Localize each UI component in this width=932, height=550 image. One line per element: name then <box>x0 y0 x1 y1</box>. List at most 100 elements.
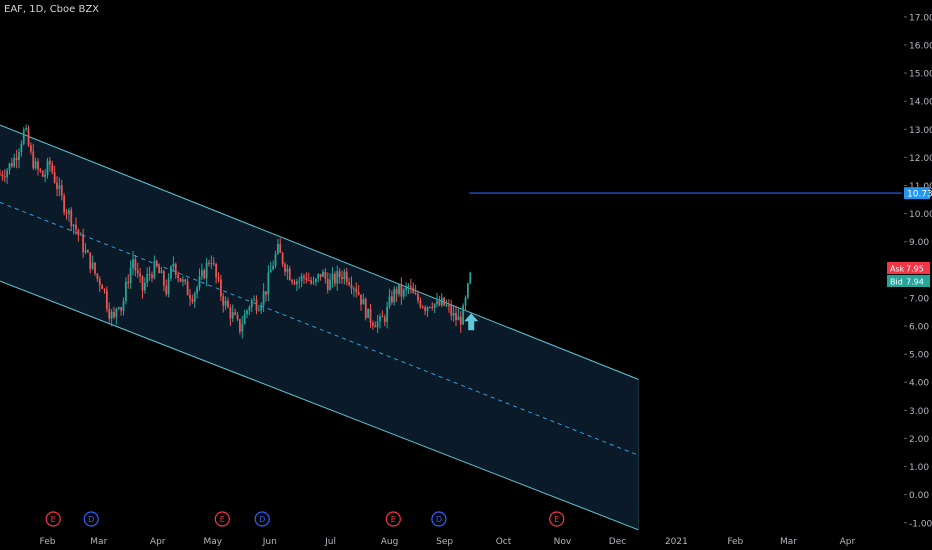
candle-body <box>158 266 161 274</box>
candle-body <box>13 157 16 167</box>
candle-body <box>193 293 196 302</box>
candle-body <box>436 301 438 304</box>
candle-body <box>276 244 279 254</box>
candle-body <box>179 278 182 282</box>
candle-body <box>44 174 47 177</box>
candle-body <box>338 271 341 278</box>
candle-body <box>231 312 234 319</box>
candle-body <box>419 300 422 307</box>
candle-body <box>447 305 450 307</box>
candle-body <box>132 259 134 268</box>
time-axis[interactable]: Feb Mar Apr May Jun Jul Aug Sep Oct Nov Dec 2021 Feb… <box>40 537 856 547</box>
candle-body <box>212 263 215 265</box>
time-tick-label: Feb <box>40 537 56 547</box>
event-marker-letter: D <box>88 515 94 524</box>
candle-body <box>53 172 56 183</box>
candle-body <box>108 308 111 319</box>
ask-value: 7.95 <box>906 265 924 274</box>
candle-body <box>246 310 248 315</box>
candle-body <box>41 171 44 177</box>
time-tick-label: Apr <box>840 537 856 547</box>
candle-body <box>284 264 286 272</box>
candle-body <box>469 272 472 284</box>
candle-body <box>310 280 313 284</box>
dividend-marker-icon <box>254 511 270 527</box>
candle-body <box>3 176 6 178</box>
price-axis[interactable]: 17.00 16.00 15.00 14.00 13.00 12.00 11.00 10.00… <box>904 13 932 529</box>
candle-body <box>10 163 13 167</box>
candle-body <box>143 282 146 291</box>
regression-channel[interactable] <box>0 124 639 531</box>
price-tick-label: 14.00 <box>909 98 932 108</box>
candle-body <box>295 281 298 285</box>
candle-body <box>200 270 203 277</box>
price-tick-label: 1.00 <box>909 463 929 473</box>
candle-body <box>341 277 343 280</box>
candle-body <box>281 252 284 265</box>
candle-body <box>443 297 446 306</box>
candle-body <box>96 273 99 279</box>
candle-body <box>34 161 37 169</box>
candle-body <box>466 283 469 298</box>
earnings-marker-icon <box>549 511 565 527</box>
candle-body <box>250 300 253 308</box>
time-tick-label: Jun <box>262 537 277 547</box>
event-marker-letter: E <box>554 515 559 524</box>
candle-body <box>177 274 180 279</box>
candle-body <box>120 307 123 311</box>
candle-body <box>381 316 384 318</box>
candle-body <box>412 287 415 294</box>
candle-body <box>279 244 282 253</box>
candle-body <box>67 210 70 214</box>
price-tick-label: 15.00 <box>909 70 932 80</box>
time-tick-label: May <box>203 537 222 547</box>
candle-body <box>60 185 63 196</box>
candle-body <box>367 308 370 319</box>
candle-body <box>421 306 424 308</box>
event-marker-letter: D <box>259 515 265 524</box>
candle-body <box>286 268 289 272</box>
candle-body <box>127 281 130 284</box>
candle-body <box>464 297 467 306</box>
price-tick-label: 3.00 <box>909 407 929 417</box>
candle-body <box>86 250 89 253</box>
candle-body <box>450 305 453 316</box>
candle-body <box>407 285 410 288</box>
price-tick-label: 16.00 <box>909 41 932 51</box>
candle-body <box>352 288 355 290</box>
ask-badge <box>887 262 930 274</box>
candle-body <box>191 298 194 302</box>
candle-body <box>457 316 460 321</box>
candle-body <box>124 281 127 301</box>
candle-body <box>167 278 170 295</box>
earnings-marker-icon <box>45 511 61 527</box>
time-tick-label: Dec <box>609 537 626 547</box>
candle-body <box>272 265 275 270</box>
candle-body <box>333 273 336 284</box>
candle-body <box>428 306 431 308</box>
candle-body <box>417 294 419 301</box>
candle-body <box>15 157 18 161</box>
candle-body <box>170 266 172 279</box>
candle-body <box>18 152 20 161</box>
candle-body <box>160 271 163 274</box>
candle-body <box>322 271 324 277</box>
candle-body <box>215 263 218 278</box>
candle-body <box>236 314 239 320</box>
candle-body <box>115 308 118 318</box>
last-price-badge <box>904 187 930 200</box>
price-tick-label: -1.00 <box>909 519 932 529</box>
candle-body <box>146 273 149 283</box>
price-tick-label: 17.00 <box>909 13 932 23</box>
candle-body <box>65 212 68 214</box>
candle-body <box>393 289 396 303</box>
candle-body <box>426 306 429 312</box>
candle-body <box>257 310 260 312</box>
candle-body <box>331 273 334 280</box>
dividend-marker-icon <box>431 511 447 527</box>
candle-body <box>307 279 310 281</box>
candle-body <box>113 312 115 318</box>
